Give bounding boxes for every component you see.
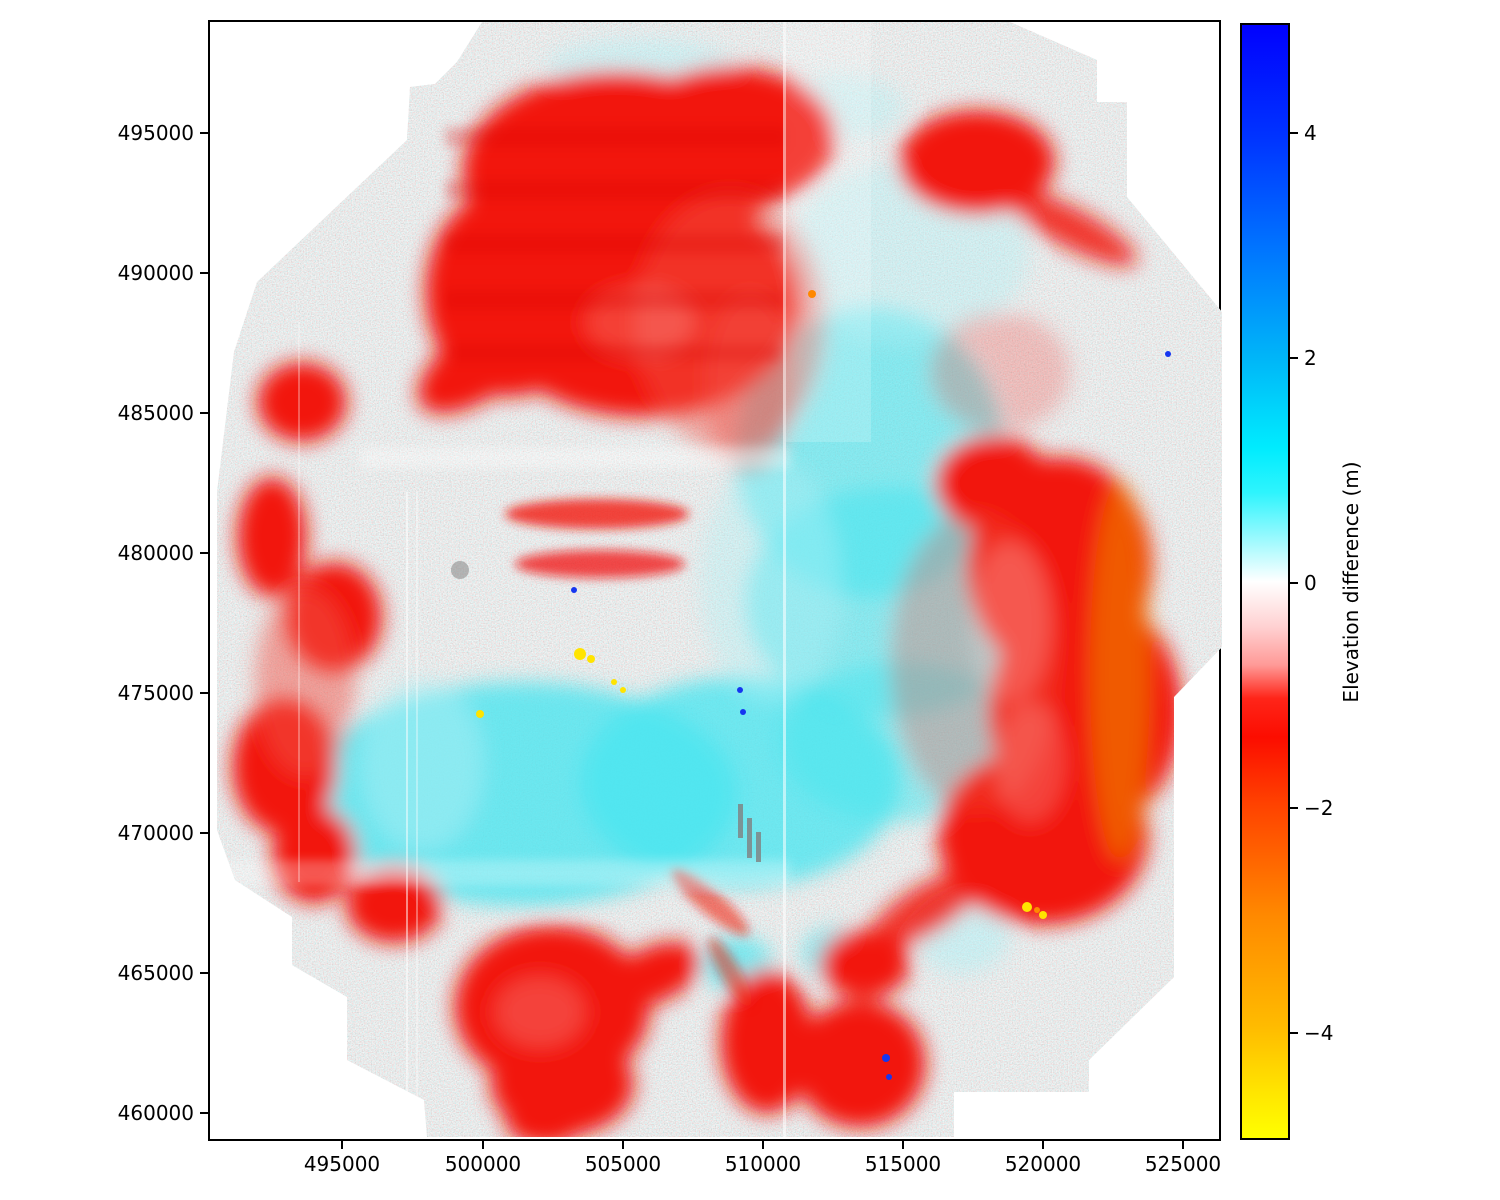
colorbar-tick-mark	[1290, 582, 1298, 584]
y-tick-mark	[200, 132, 208, 134]
colorbar-tick-mark	[1290, 1032, 1298, 1034]
y-tick-label: 475000	[117, 681, 194, 705]
x-tick-mark	[762, 1141, 764, 1149]
colorbar-axis-label: Elevation difference (m)	[1339, 461, 1363, 703]
x-tick-label: 510000	[724, 1152, 802, 1176]
y-tick-mark	[200, 412, 208, 414]
colorbar-tick-mark	[1290, 132, 1298, 134]
x-tick-label: 525000	[1144, 1152, 1222, 1176]
y-tick-mark	[200, 972, 208, 974]
colorbar-gradient	[1240, 23, 1290, 1140]
y-tick-label: 460000	[117, 1101, 194, 1125]
y-tick-label: 495000	[117, 121, 194, 145]
y-tick-mark	[200, 832, 208, 834]
map-plot-area	[208, 20, 1222, 1141]
y-tick-mark	[200, 552, 208, 554]
x-tick-mark	[1042, 1141, 1044, 1149]
x-tick-label: 505000	[584, 1152, 662, 1176]
x-tick-label: 500000	[444, 1152, 522, 1176]
colorbar-tick-label: 4	[1304, 121, 1317, 145]
y-tick-mark	[200, 692, 208, 694]
y-tick-label: 465000	[117, 961, 194, 985]
elevation-difference-raster	[217, 22, 1222, 1137]
x-tick-mark	[622, 1141, 624, 1149]
y-tick-mark	[200, 272, 208, 274]
x-tick-mark	[902, 1141, 904, 1149]
colorbar-tick-label: 0	[1304, 571, 1317, 595]
x-tick-mark	[1182, 1141, 1184, 1149]
x-tick-label: 515000	[864, 1152, 942, 1176]
colorbar-tick-label: −4	[1304, 1021, 1334, 1045]
colorbar-tick-mark	[1290, 807, 1298, 809]
colorbar-tick-label: −2	[1304, 796, 1334, 820]
x-tick-mark	[341, 1141, 343, 1149]
x-tick-label: 495000	[303, 1152, 381, 1176]
colorbar-tick-label: 2	[1304, 346, 1317, 370]
y-tick-label: 480000	[117, 541, 194, 565]
x-tick-label: 520000	[1004, 1152, 1082, 1176]
colorbar-tick-mark	[1290, 357, 1298, 359]
x-tick-mark	[482, 1141, 484, 1149]
y-tick-label: 485000	[117, 401, 194, 425]
y-tick-label: 490000	[117, 261, 194, 285]
y-tick-mark	[200, 1112, 208, 1114]
y-tick-label: 470000	[117, 821, 194, 845]
